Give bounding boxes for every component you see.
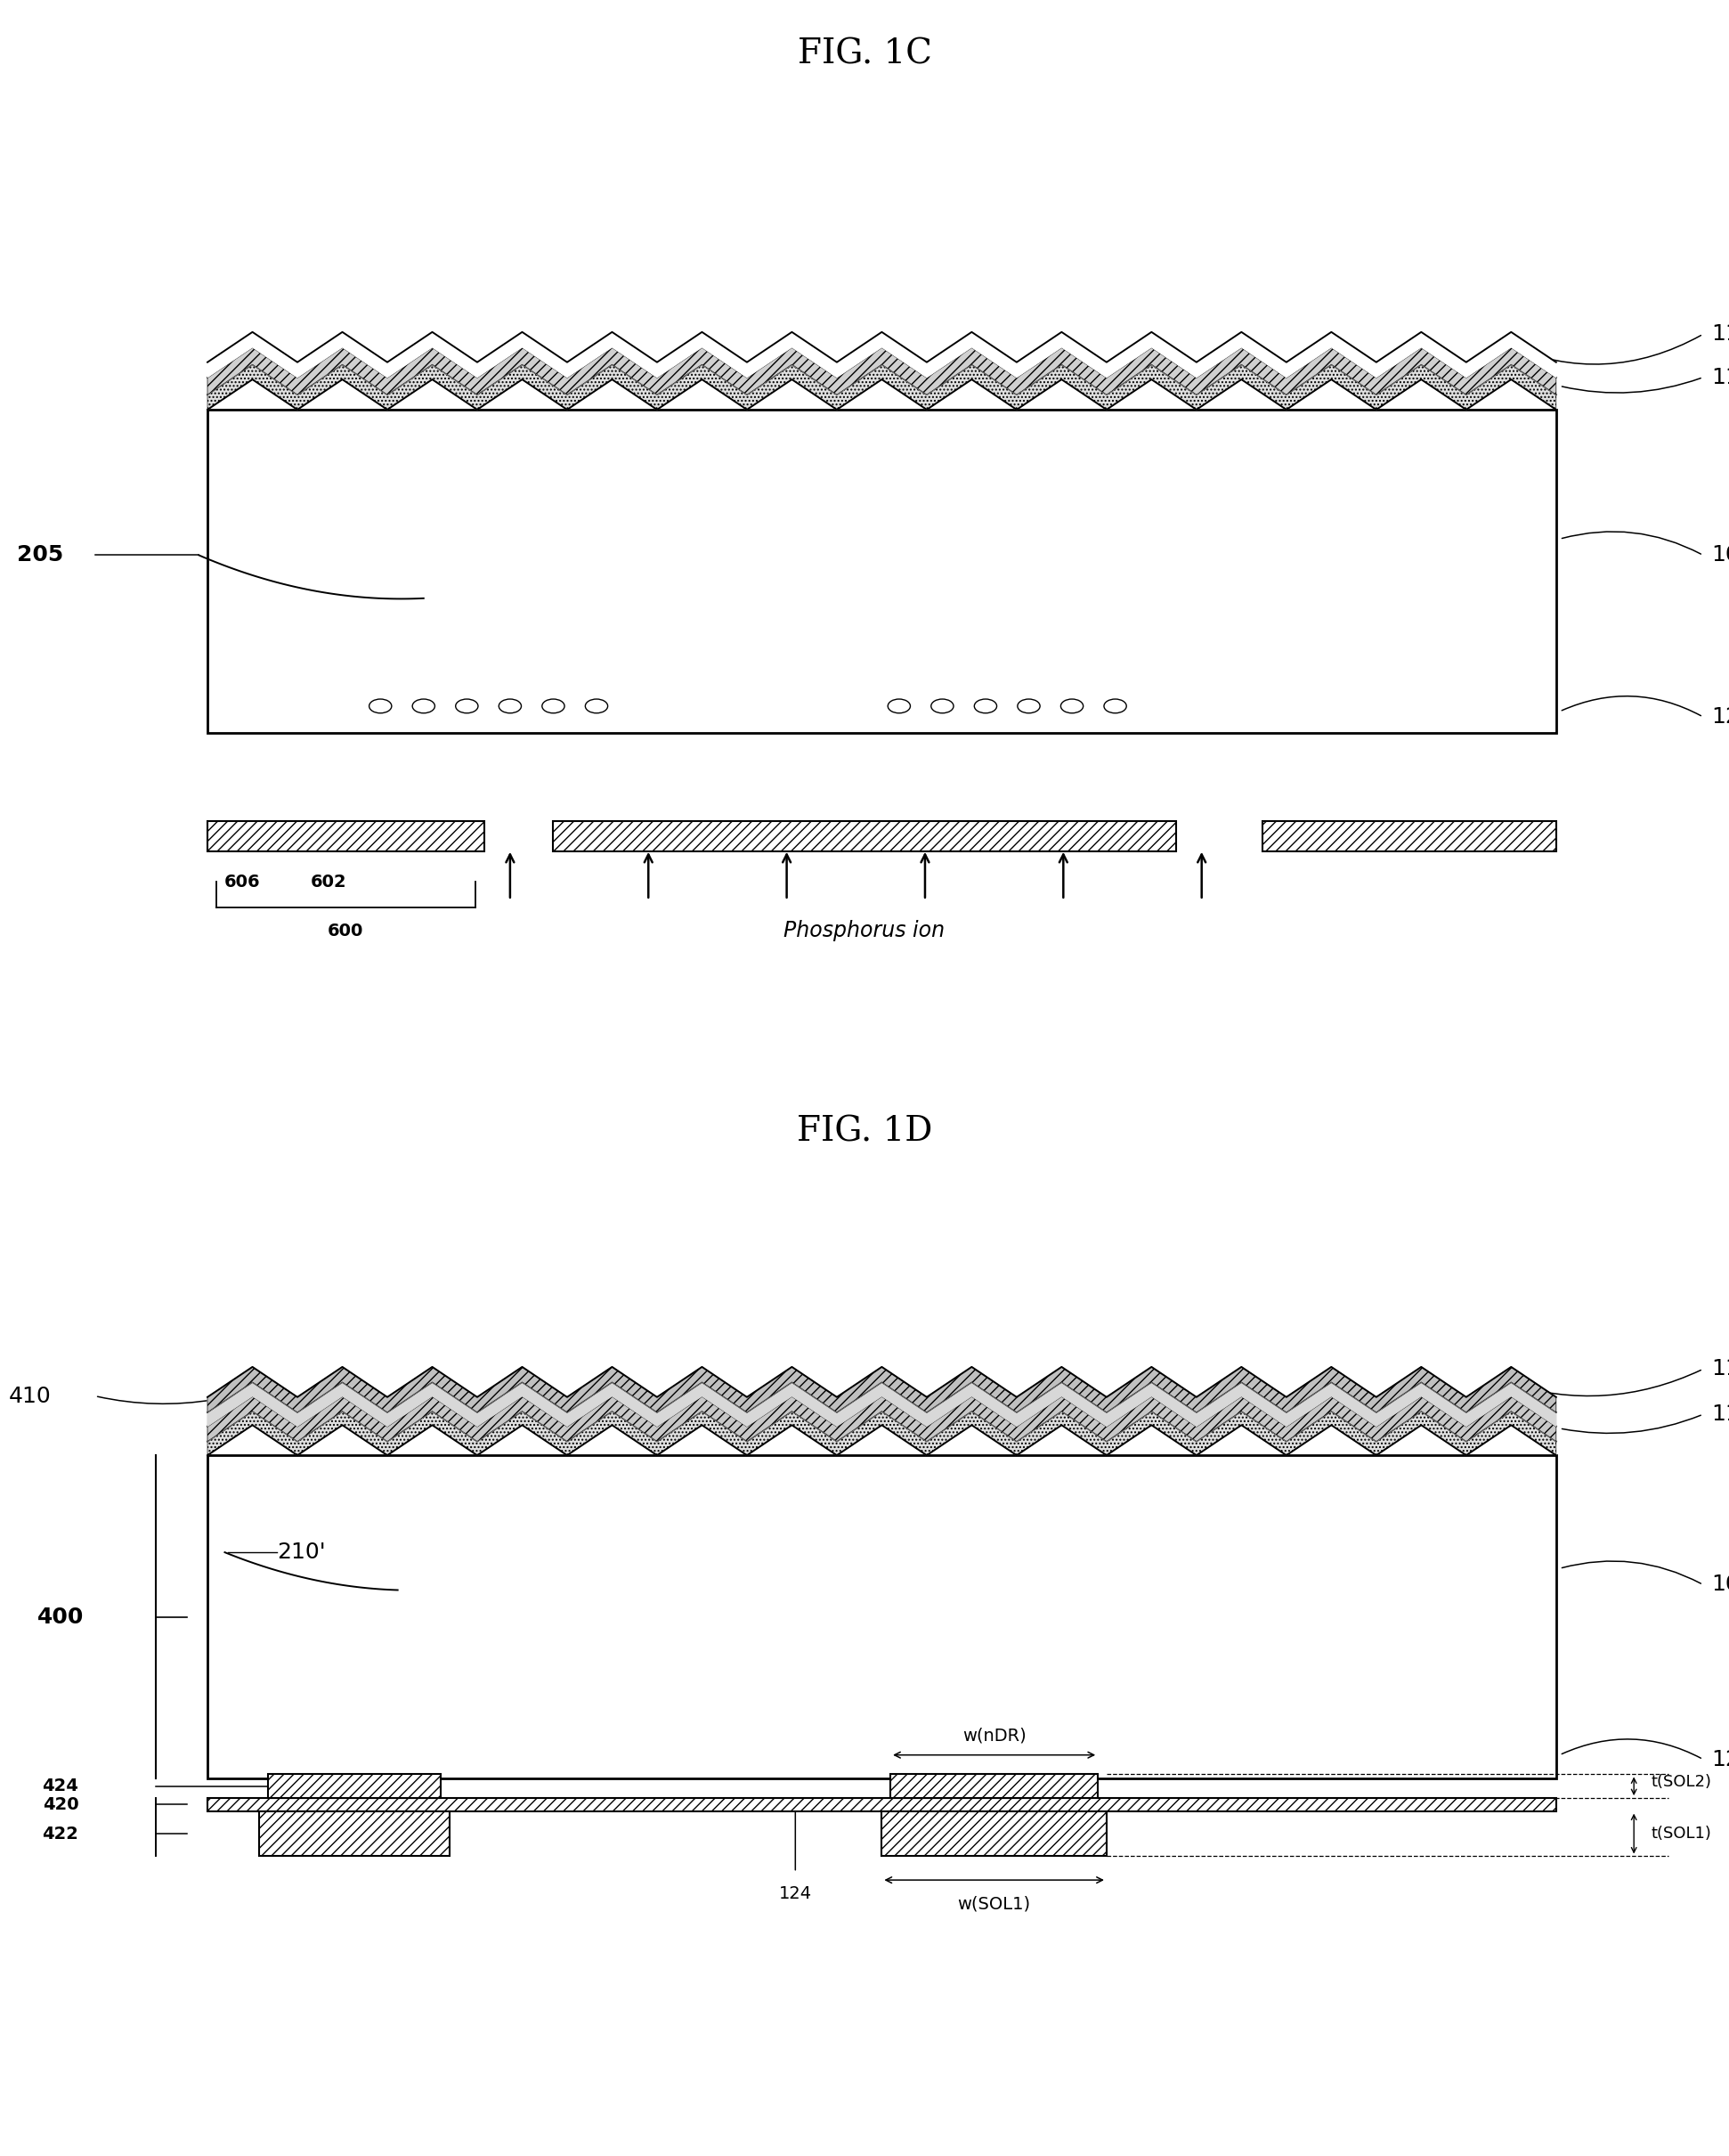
Text: 422: 422 [41, 1826, 80, 1841]
Bar [207, 1798, 1556, 1811]
Circle shape [932, 699, 954, 714]
Text: t(SOL1): t(SOL1) [1651, 1826, 1712, 1841]
Circle shape [1105, 699, 1127, 714]
Circle shape [500, 699, 522, 714]
Text: t(SOL2): t(SOL2) [1651, 1774, 1712, 1789]
Text: FIG. 1D: FIG. 1D [797, 1115, 932, 1149]
Text: 124: 124 [778, 1886, 813, 1902]
Bar [207, 1798, 1556, 1811]
Bar [1262, 821, 1556, 852]
Bar [207, 1455, 1556, 1779]
Text: 110: 110 [1712, 367, 1729, 388]
Circle shape [889, 699, 911, 714]
Text: 102: 102 [1712, 545, 1729, 565]
Text: 400: 400 [38, 1606, 83, 1628]
Bar [882, 1811, 1107, 1856]
Circle shape [413, 699, 436, 714]
Polygon shape [207, 332, 1556, 377]
Text: 110: 110 [1712, 1404, 1729, 1425]
Polygon shape [207, 1367, 1556, 1412]
Bar [259, 1811, 450, 1856]
Bar [268, 1774, 441, 1798]
Text: 424: 424 [41, 1779, 80, 1794]
Circle shape [586, 699, 609, 714]
Text: w(SOL1): w(SOL1) [958, 1895, 1030, 1912]
Text: 410: 410 [9, 1386, 52, 1406]
Circle shape [975, 699, 998, 714]
Text: 600: 600 [329, 923, 363, 940]
Circle shape [543, 699, 565, 714]
Text: 114: 114 [1712, 1358, 1729, 1380]
Bar [890, 1774, 1098, 1798]
Circle shape [370, 699, 392, 714]
Text: w(nDR): w(nDR) [963, 1727, 1025, 1744]
Text: 420: 420 [43, 1796, 78, 1813]
Text: 120: 120 [1712, 707, 1729, 727]
Circle shape [456, 699, 479, 714]
Bar [268, 1774, 441, 1798]
Polygon shape [207, 347, 1556, 395]
Text: 210': 210' [277, 1542, 325, 1563]
Text: 606: 606 [225, 873, 259, 890]
Bar [890, 1774, 1098, 1798]
Text: 114: 114 [1712, 323, 1729, 345]
Polygon shape [207, 1382, 1556, 1427]
Circle shape [1062, 699, 1084, 714]
Text: 602: 602 [311, 873, 346, 890]
Text: 205: 205 [17, 545, 64, 565]
Bar [1262, 821, 1556, 852]
Bar [882, 1811, 1107, 1856]
Bar [259, 1811, 450, 1856]
Polygon shape [207, 364, 1556, 410]
Text: 102: 102 [1712, 1574, 1729, 1595]
Bar [553, 821, 1176, 852]
Text: Phosphorus ion: Phosphorus ion [783, 921, 946, 940]
Bar [207, 821, 484, 852]
Bar [207, 410, 1556, 733]
Circle shape [1017, 699, 1041, 714]
Bar [553, 821, 1176, 852]
Bar [207, 821, 484, 852]
Polygon shape [207, 1397, 1556, 1440]
Polygon shape [207, 1410, 1556, 1455]
Text: 120: 120 [1712, 1749, 1729, 1770]
Text: FIG. 1C: FIG. 1C [797, 37, 932, 71]
